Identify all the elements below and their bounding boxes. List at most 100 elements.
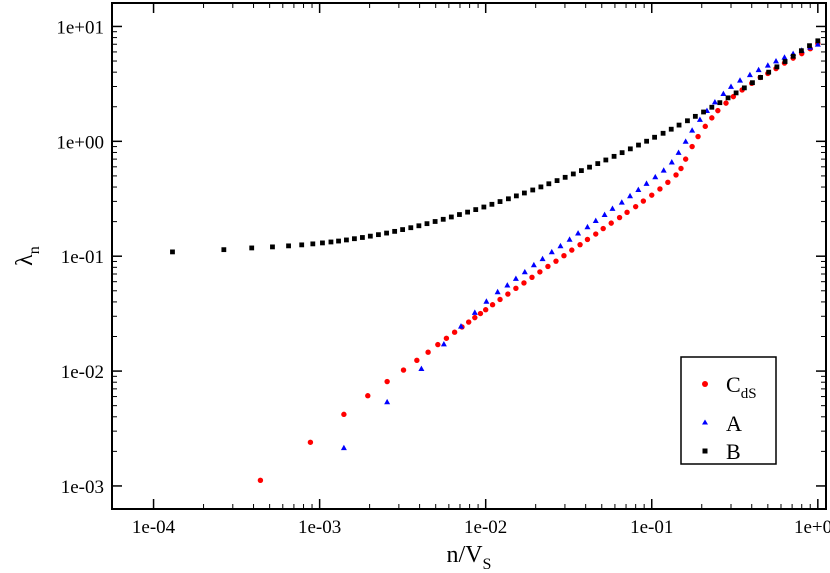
data-point-a bbox=[530, 261, 537, 268]
data-point-cds bbox=[569, 247, 575, 253]
data-point-a bbox=[601, 211, 608, 218]
x-axis: 1e-04 1e-03 1e-02 1e-01 1e+00 bbox=[132, 3, 830, 538]
data-point-cds bbox=[561, 253, 567, 259]
data-point-b bbox=[344, 237, 349, 243]
data-point-cds bbox=[624, 209, 630, 216]
data-point-a bbox=[457, 323, 464, 329]
data-point-a bbox=[711, 98, 718, 105]
data-point-b bbox=[692, 113, 698, 119]
data-point-cds bbox=[695, 133, 701, 140]
data-point-cds bbox=[584, 236, 591, 243]
data-point-b bbox=[570, 171, 576, 177]
data-point-a bbox=[689, 127, 696, 133]
data-point-b bbox=[310, 241, 316, 247]
data-point-a bbox=[566, 236, 573, 242]
data-point-cds bbox=[678, 165, 684, 172]
data-point-b bbox=[815, 38, 821, 44]
data-point-b bbox=[652, 134, 657, 140]
series-a bbox=[340, 41, 821, 451]
data-point-b bbox=[360, 235, 365, 240]
data-point-b bbox=[766, 69, 772, 75]
plot-series bbox=[170, 38, 821, 483]
data-point-b bbox=[489, 201, 495, 207]
data-point-a bbox=[557, 242, 564, 249]
data-point-b bbox=[352, 236, 357, 242]
data-point-cds bbox=[702, 123, 708, 130]
data-point-b bbox=[627, 146, 633, 152]
data-point-b bbox=[676, 122, 682, 128]
data-point-a bbox=[696, 116, 703, 122]
data-point-b bbox=[249, 245, 255, 251]
legend-label-a: A bbox=[726, 411, 742, 436]
data-point-cds bbox=[472, 314, 478, 321]
data-point-b bbox=[497, 199, 503, 204]
data-point-cds bbox=[400, 367, 407, 373]
data-point-cds bbox=[529, 274, 535, 281]
data-point-b bbox=[376, 232, 381, 238]
data-point-b bbox=[328, 239, 334, 245]
data-point-b bbox=[782, 59, 788, 64]
data-point-cds bbox=[537, 269, 543, 275]
x-axis-label: n/VS bbox=[447, 542, 492, 573]
x-axis-label-subscript: S bbox=[483, 556, 492, 573]
y-tick-label: 1e-02 bbox=[61, 362, 104, 383]
x-tick-label: 1e-04 bbox=[132, 517, 176, 538]
legend-marker-cds bbox=[702, 381, 708, 387]
data-point-b bbox=[709, 104, 715, 110]
legend-label-cds-subscript: dS bbox=[741, 386, 757, 402]
data-point-a bbox=[682, 138, 689, 144]
data-point-cds bbox=[435, 341, 441, 348]
data-point-b bbox=[790, 53, 796, 59]
data-point-a bbox=[539, 255, 546, 262]
data-point-cds bbox=[414, 357, 420, 364]
data-point-b bbox=[336, 238, 341, 244]
data-point-b bbox=[170, 249, 175, 255]
data-point-b bbox=[299, 242, 305, 248]
data-point-b bbox=[408, 225, 414, 231]
data-point-cds bbox=[715, 107, 721, 114]
data-point-b bbox=[416, 223, 422, 229]
series-b bbox=[170, 38, 821, 255]
data-point-a bbox=[340, 444, 347, 451]
data-point-a bbox=[494, 288, 501, 295]
data-point-a bbox=[627, 192, 634, 199]
y-axis-label-main: λ bbox=[12, 254, 38, 266]
data-point-b bbox=[741, 85, 747, 91]
data-point-a bbox=[471, 309, 478, 315]
data-point-cds bbox=[465, 319, 472, 325]
data-point-cds bbox=[477, 310, 484, 317]
data-point-cds bbox=[673, 172, 679, 178]
data-point-b bbox=[603, 157, 609, 163]
data-point-b bbox=[758, 75, 763, 80]
data-point-cds bbox=[497, 296, 503, 303]
legend-marker-b bbox=[702, 448, 708, 454]
x-tick-label: 1e-01 bbox=[630, 517, 673, 538]
y-tick-label: 1e+01 bbox=[56, 17, 104, 38]
data-point-cds bbox=[451, 329, 458, 335]
legend-label-cds-main: C bbox=[726, 372, 741, 397]
data-point-a bbox=[746, 71, 753, 78]
data-point-cds bbox=[600, 225, 606, 232]
x-axis-label-main: n/V bbox=[447, 542, 484, 568]
y-tick-label: 1e+00 bbox=[56, 132, 104, 153]
data-point-b bbox=[579, 168, 584, 174]
data-point-b bbox=[530, 187, 536, 193]
data-point-b bbox=[619, 150, 625, 156]
data-point-b bbox=[774, 64, 780, 70]
legend-label-cds: CdS bbox=[726, 372, 757, 402]
x-tick-label: 1e-03 bbox=[298, 517, 341, 538]
data-point-b bbox=[286, 243, 291, 249]
data-point-a bbox=[764, 62, 771, 68]
data-point-b bbox=[595, 161, 601, 166]
data-point-a bbox=[548, 248, 555, 255]
data-point-cds bbox=[723, 100, 729, 106]
data-point-cds bbox=[689, 143, 695, 150]
data-point-cds bbox=[443, 335, 450, 341]
y-tick-label: 1e-03 bbox=[61, 477, 104, 498]
data-point-b bbox=[367, 233, 373, 239]
data-point-a bbox=[575, 230, 582, 236]
data-point-b bbox=[473, 207, 479, 212]
data-point-b bbox=[750, 80, 755, 86]
data-point-cds bbox=[513, 285, 519, 292]
data-point-b bbox=[384, 230, 389, 236]
